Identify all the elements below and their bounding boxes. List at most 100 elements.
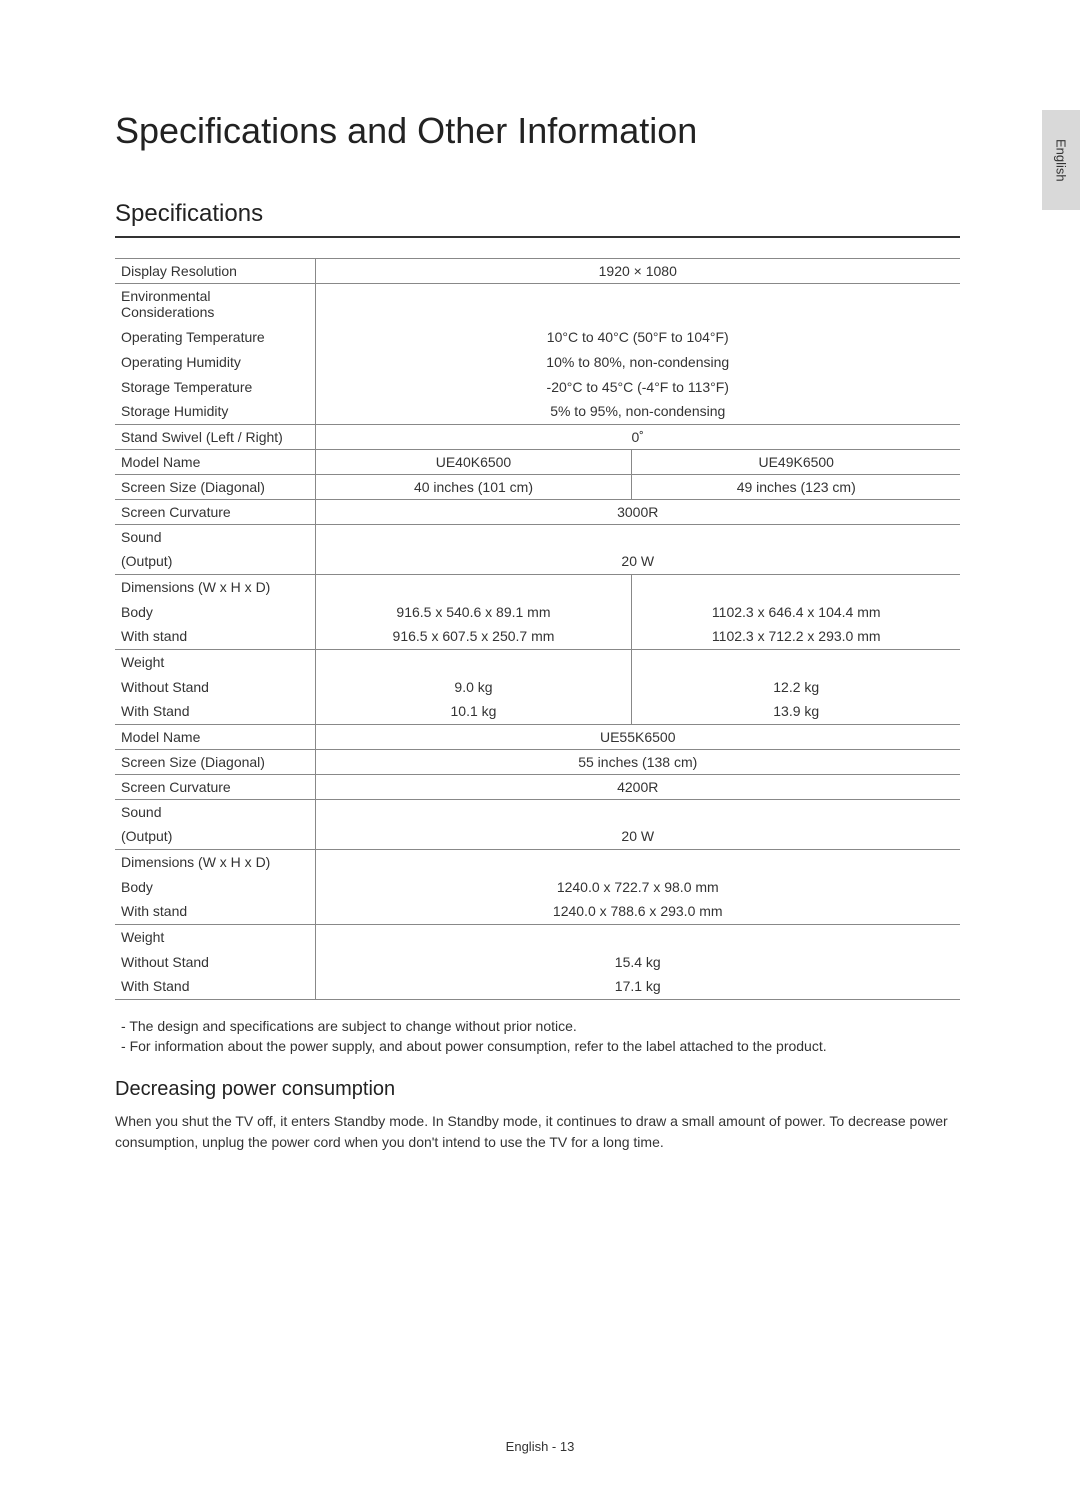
spec-value	[315, 924, 960, 949]
spec-label: Storage Humidity	[115, 399, 315, 424]
table-row: Body 916.5 x 540.6 x 89.1 mm 1102.3 x 64…	[115, 599, 960, 624]
spec-label: Model Name	[115, 724, 315, 749]
spec-value: 3000R	[315, 499, 960, 524]
table-row: Display Resolution 1920 × 1080	[115, 259, 960, 284]
spec-label: Storage Temperature	[115, 374, 315, 399]
spec-label: Dimensions (W x H x D)	[115, 574, 315, 599]
spec-value	[315, 524, 960, 549]
spec-label: Without Stand	[115, 949, 315, 974]
spec-label: Screen Size (Diagonal)	[115, 749, 315, 774]
spec-value	[315, 649, 632, 674]
table-row: Screen Size (Diagonal) 40 inches (101 cm…	[115, 474, 960, 499]
spec-label: Environmental Considerations	[115, 284, 315, 325]
spec-label: With stand	[115, 624, 315, 649]
table-row: With Stand 17.1 kg	[115, 974, 960, 999]
table-row: Dimensions (W x H x D)	[115, 574, 960, 599]
spec-value: UE40K6500	[315, 449, 632, 474]
spec-value: 4200R	[315, 774, 960, 799]
spec-value: 17.1 kg	[315, 974, 960, 999]
spec-value: UE49K6500	[632, 449, 960, 474]
spec-value: 40 inches (101 cm)	[315, 474, 632, 499]
note-item: The design and specifications are subjec…	[115, 1018, 960, 1034]
table-row: With stand 1240.0 x 788.6 x 293.0 mm	[115, 899, 960, 924]
table-row: Storage Humidity 5% to 95%, non-condensi…	[115, 399, 960, 424]
spec-value: 10°C to 40°C (50°F to 104°F)	[315, 324, 960, 349]
spec-label: Operating Humidity	[115, 349, 315, 374]
spec-label: With stand	[115, 899, 315, 924]
table-row: Sound	[115, 524, 960, 549]
spec-label: Without Stand	[115, 674, 315, 699]
table-row: Screen Size (Diagonal) 55 inches (138 cm…	[115, 749, 960, 774]
table-row: Storage Temperature -20°C to 45°C (-4°F …	[115, 374, 960, 399]
table-row: Model Name UE55K6500	[115, 724, 960, 749]
spec-label: Weight	[115, 649, 315, 674]
spec-value: 20 W	[315, 549, 960, 574]
spec-value: 1240.0 x 788.6 x 293.0 mm	[315, 899, 960, 924]
spec-value: 15.4 kg	[315, 949, 960, 974]
table-row: Environmental Considerations	[115, 284, 960, 325]
spec-label: (Output)	[115, 549, 315, 574]
spec-label: Screen Curvature	[115, 499, 315, 524]
power-text: When you shut the TV off, it enters Stan…	[115, 1111, 960, 1153]
table-row: Screen Curvature 3000R	[115, 499, 960, 524]
spec-label: Weight	[115, 924, 315, 949]
spec-value	[632, 649, 960, 674]
spec-label: Body	[115, 599, 315, 624]
table-row: Weight	[115, 649, 960, 674]
spec-value: 5% to 95%, non-condensing	[315, 399, 960, 424]
section-heading: Specifications	[115, 200, 960, 238]
spec-label: Display Resolution	[115, 259, 315, 284]
table-row: Sound	[115, 799, 960, 824]
table-row: Operating Humidity 10% to 80%, non-conde…	[115, 349, 960, 374]
spec-value: 916.5 x 607.5 x 250.7 mm	[315, 624, 632, 649]
table-row: Screen Curvature 4200R	[115, 774, 960, 799]
table-row: (Output) 20 W	[115, 824, 960, 849]
table-row: Model Name UE40K6500 UE49K6500	[115, 449, 960, 474]
table-row: With Stand 10.1 kg 13.9 kg	[115, 699, 960, 724]
spec-label: Sound	[115, 524, 315, 549]
table-row: Without Stand 9.0 kg 12.2 kg	[115, 674, 960, 699]
spec-label: With Stand	[115, 974, 315, 999]
spec-value: 1920 × 1080	[315, 259, 960, 284]
spec-value	[315, 799, 960, 824]
spec-value	[315, 574, 632, 599]
spec-value: 1102.3 x 646.4 x 104.4 mm	[632, 599, 960, 624]
table-row: Stand Swivel (Left / Right) 0˚	[115, 424, 960, 449]
table-row: Operating Temperature 10°C to 40°C (50°F…	[115, 324, 960, 349]
spec-value: 20 W	[315, 824, 960, 849]
spec-value: 13.9 kg	[632, 699, 960, 724]
spec-label: Screen Size (Diagonal)	[115, 474, 315, 499]
spec-value: -20°C to 45°C (-4°F to 113°F)	[315, 374, 960, 399]
spec-value: 10.1 kg	[315, 699, 632, 724]
page-footer: English - 13	[0, 1439, 1080, 1454]
notes-section: The design and specifications are subjec…	[115, 1018, 960, 1054]
table-row: With stand 916.5 x 607.5 x 250.7 mm 1102…	[115, 624, 960, 649]
table-row: Without Stand 15.4 kg	[115, 949, 960, 974]
spec-value: 49 inches (123 cm)	[632, 474, 960, 499]
spec-value: 10% to 80%, non-condensing	[315, 349, 960, 374]
language-tab: English	[1042, 110, 1080, 210]
table-row: Dimensions (W x H x D)	[115, 849, 960, 874]
spec-value: 1240.0 x 722.7 x 98.0 mm	[315, 874, 960, 899]
table-row: Body 1240.0 x 722.7 x 98.0 mm	[115, 874, 960, 899]
table-row: (Output) 20 W	[115, 549, 960, 574]
page-title: Specifications and Other Information	[115, 110, 960, 152]
spec-value: 1102.3 x 712.2 x 293.0 mm	[632, 624, 960, 649]
spec-label: (Output)	[115, 824, 315, 849]
spec-label: Sound	[115, 799, 315, 824]
spec-label: Stand Swivel (Left / Right)	[115, 424, 315, 449]
spec-value: 55 inches (138 cm)	[315, 749, 960, 774]
spec-value: UE55K6500	[315, 724, 960, 749]
spec-label: Model Name	[115, 449, 315, 474]
spec-value: 12.2 kg	[632, 674, 960, 699]
spec-value: 9.0 kg	[315, 674, 632, 699]
language-tab-label: English	[1054, 139, 1069, 182]
spec-value	[315, 284, 960, 325]
spec-label: With Stand	[115, 699, 315, 724]
spec-value: 916.5 x 540.6 x 89.1 mm	[315, 599, 632, 624]
note-item: For information about the power supply, …	[115, 1038, 960, 1054]
power-heading: Decreasing power consumption	[115, 1078, 960, 1101]
spec-label: Screen Curvature	[115, 774, 315, 799]
spec-value	[632, 574, 960, 599]
spec-label: Body	[115, 874, 315, 899]
